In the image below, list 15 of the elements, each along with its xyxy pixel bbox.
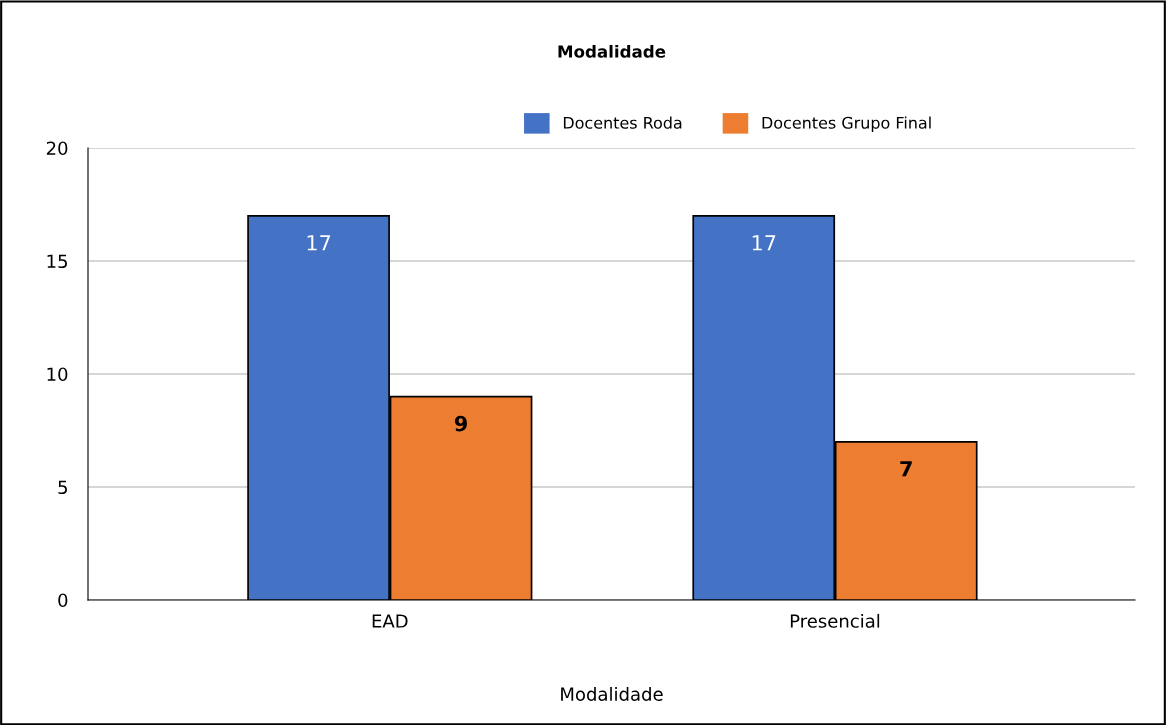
y-tick-label: 15	[47, 254, 67, 269]
data-label: 17	[752, 235, 776, 251]
y-tick-label: 10	[47, 367, 68, 382]
data-label: 17	[307, 235, 331, 251]
data-label: 9	[454, 415, 467, 432]
x-tick-label: EAD	[372, 614, 408, 628]
legend-label: Docentes Roda	[563, 116, 682, 129]
data-label: 7	[900, 461, 912, 477]
y-tick-label: 20	[46, 141, 68, 156]
x-tick-label: Presencial	[790, 613, 880, 628]
legend-label: Docentes Grupo Final	[762, 116, 931, 132]
chart-title: Modalidade	[558, 44, 666, 58]
y-tick-label: 0	[58, 593, 68, 608]
y-tick-label: 5	[58, 480, 67, 495]
x-axis-title: Modalidade	[561, 686, 663, 701]
